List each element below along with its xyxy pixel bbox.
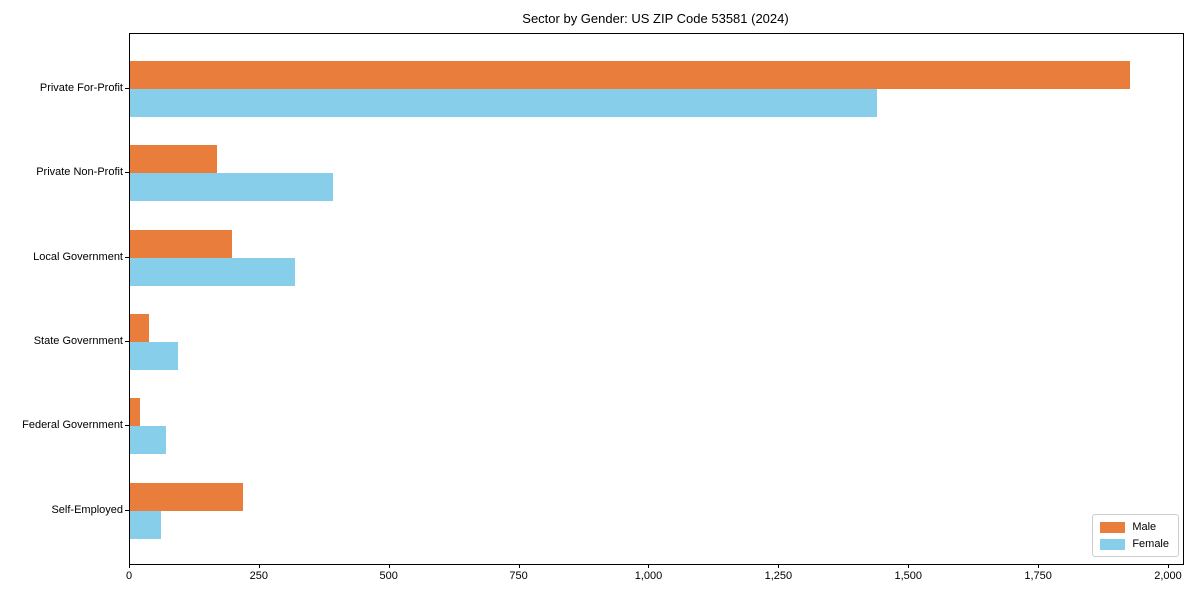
x-tick-mark-4 [648,564,650,568]
x-tick-mark-5 [778,564,780,568]
bar-male-4 [130,398,140,427]
y-tick-mark-2 [125,256,129,258]
y-tick-mark-0 [125,88,129,89]
legend-entry-male: Male [1100,521,1169,533]
y-axis-label-4: Federal Government [22,419,123,432]
bar-male-5 [130,482,244,511]
x-tick-label-7: 1,750 [1024,570,1052,582]
y-tick-mark-1 [125,172,129,174]
legend-label-female: Female [1132,538,1169,550]
bar-male-3 [130,314,150,343]
x-tick-mark-1 [258,564,260,568]
y-tick-mark-5 [125,509,129,511]
y-axis-label-2: Local Government [33,250,123,263]
x-tick-label-0: 0 [125,570,133,582]
x-tick-label-3: 750 [509,570,528,582]
bar-female-4 [130,426,167,455]
x-tick-mark-2 [388,564,390,568]
x-tick-label-6: 1,500 [894,570,922,582]
y-axis-label-3: State Government [33,335,123,348]
x-tick-label-5: 1,250 [764,570,793,582]
y-tick-mark-3 [125,341,129,343]
bar-female-1 [130,173,334,202]
bar-female-3 [130,342,179,371]
x-tick-label-2: 500 [379,570,398,582]
chart-title: Sector by Gender: US ZIP Code 53581 (202… [522,11,789,26]
x-tick-mark-3 [518,564,520,568]
x-tick-label-8: 2,000 [1154,570,1182,582]
x-tick-mark-7 [1038,564,1040,568]
bar-male-1 [130,145,218,174]
legend-entry-female: Female [1100,538,1169,550]
x-tick-mark-0 [129,564,130,568]
y-axis-label-0: Private For-Profit [39,82,123,94]
bar-female-0 [130,89,877,117]
x-tick-mark-8 [1167,564,1169,568]
legend: Male Female [1092,514,1179,557]
x-tick-mark-6 [908,564,910,568]
x-tick-label-4: 1,000 [634,570,663,582]
y-tick-mark-4 [125,425,129,427]
legend-label-male: Male [1132,521,1157,533]
male-swatch-icon [1100,521,1126,533]
plot-area: Male Female [129,33,1184,565]
bar-female-2 [130,257,295,286]
bar-male-2 [130,229,232,258]
female-swatch-icon [1100,538,1126,550]
y-axis-label-5: Self-Employed [51,503,123,516]
bar-male-0 [130,61,1130,89]
x-tick-label-1: 250 [249,570,269,582]
y-axis-label-1: Private Non-Profit [36,166,123,179]
bar-female-5 [130,510,162,539]
